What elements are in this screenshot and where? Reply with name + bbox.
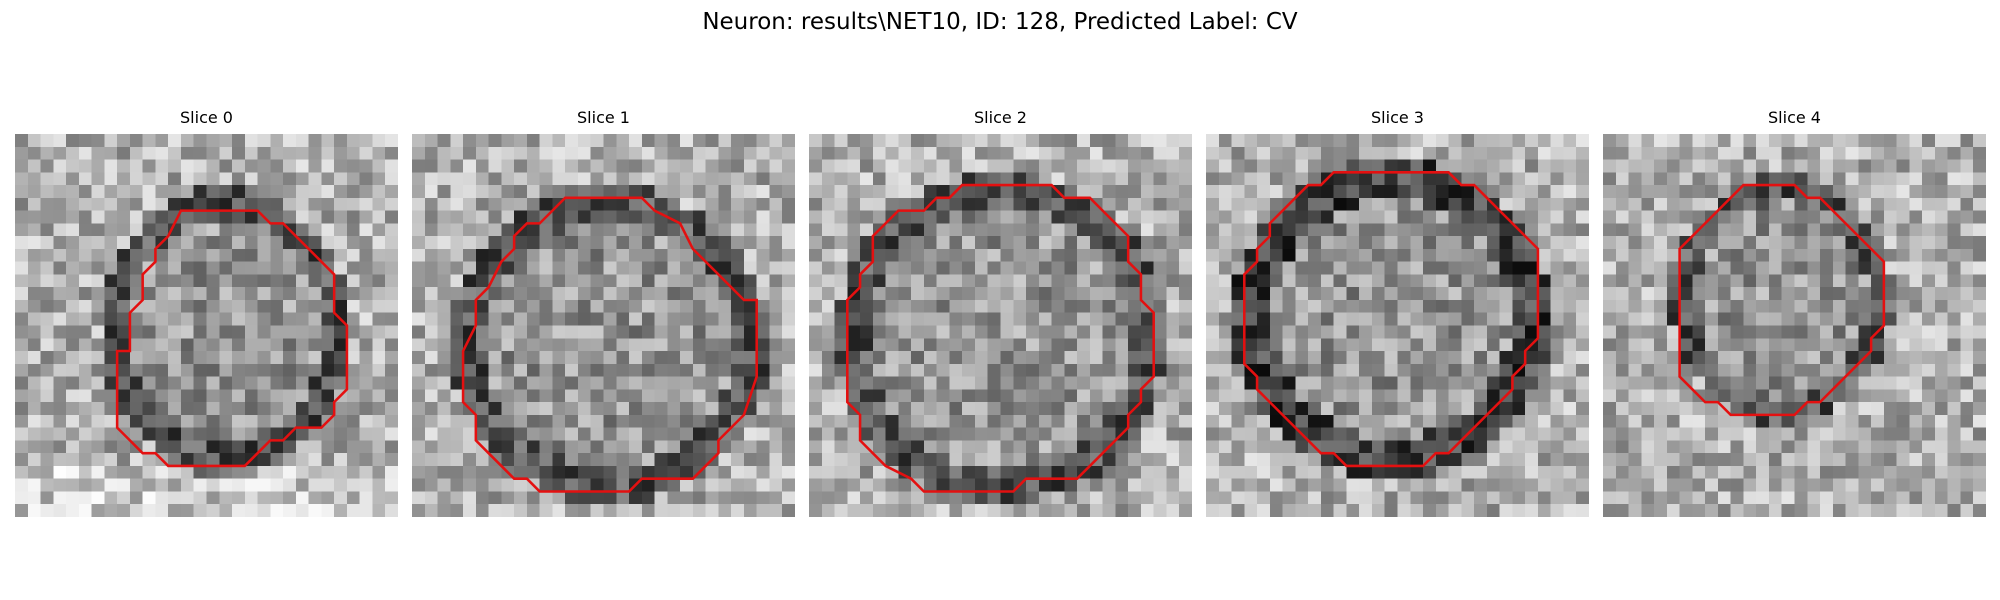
slice-image — [809, 134, 1192, 517]
slice-title: Slice 1 — [412, 108, 795, 128]
slice-image — [15, 134, 398, 517]
slice-title: Slice 0 — [15, 108, 398, 128]
figure-title: Neuron: results\NET10, ID: 128, Predicte… — [0, 6, 2000, 38]
slice-title: Slice 4 — [1603, 108, 1986, 128]
roi-contour-overlay — [1603, 134, 1986, 517]
roi-contour — [847, 185, 1153, 491]
slice-panel-4: Slice 4 — [1603, 108, 1986, 128]
roi-contour — [1680, 185, 1884, 415]
slice-panel-1: Slice 1 — [412, 108, 795, 128]
slice-panel-0: Slice 0 — [15, 108, 398, 128]
roi-contour-overlay — [412, 134, 795, 517]
slice-title: Slice 3 — [1206, 108, 1589, 128]
roi-contour-overlay — [809, 134, 1192, 517]
roi-contour-overlay — [15, 134, 398, 517]
roi-contour — [1244, 172, 1538, 466]
roi-contour — [463, 198, 757, 492]
roi-contour — [117, 211, 347, 466]
slice-panel-2: Slice 2 — [809, 108, 1192, 128]
slice-panel-3: Slice 3 — [1206, 108, 1589, 128]
slice-image — [1603, 134, 1986, 517]
roi-contour-overlay — [1206, 134, 1589, 517]
slice-image — [1206, 134, 1589, 517]
slice-title: Slice 2 — [809, 108, 1192, 128]
slice-image — [412, 134, 795, 517]
